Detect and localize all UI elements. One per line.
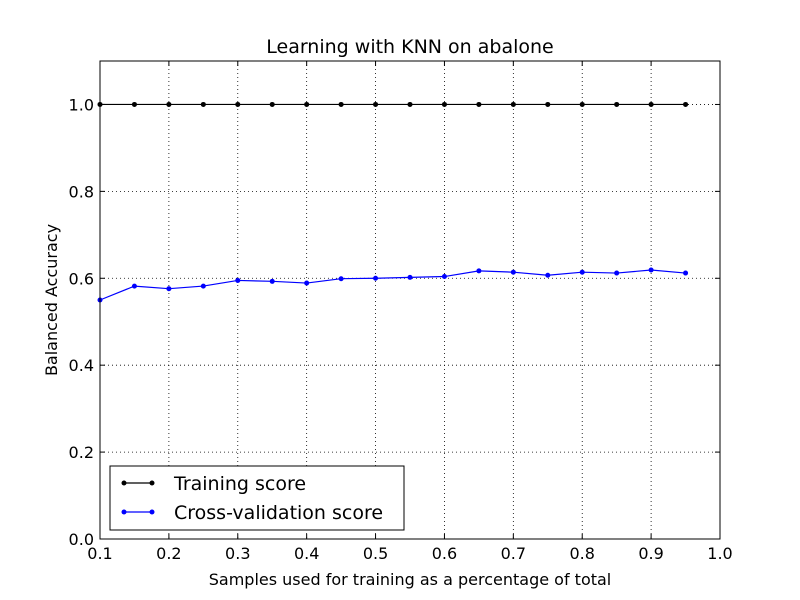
y-tick-label: 0.4 [69, 356, 94, 375]
y-tick-label: 0.2 [69, 443, 94, 462]
data-point [648, 267, 654, 273]
legend-marker [121, 509, 127, 515]
data-point [683, 101, 689, 107]
legend-marker [121, 480, 127, 486]
data-point [614, 270, 620, 276]
legend-label-0: Training score [173, 473, 306, 495]
data-point [510, 269, 516, 275]
data-point [545, 272, 551, 278]
chart-title: Learning with KNN on abalone [266, 36, 554, 58]
data-point [579, 101, 585, 107]
data-point [166, 286, 172, 292]
x-axis-label: Samples used for training as a percentag… [209, 570, 612, 589]
y-tick-label: 0.6 [69, 269, 94, 288]
data-point [476, 268, 482, 274]
x-tick-label: 0.6 [432, 544, 457, 563]
data-point [373, 101, 379, 107]
x-tick-label: 0.9 [638, 544, 663, 563]
x-tick-label: 0.4 [294, 544, 319, 563]
data-point [338, 276, 344, 282]
x-tick-label: 0.7 [501, 544, 526, 563]
plot-frame [99, 60, 721, 540]
series-line-1 [99, 269, 686, 301]
data-point [441, 101, 447, 107]
data-point [373, 275, 379, 281]
data-point [407, 274, 413, 280]
x-tick-label: 0.8 [569, 544, 594, 563]
x-tick-label: 0.3 [225, 544, 250, 563]
y-tick-label: 0.8 [69, 182, 94, 201]
x-tick-label: 0.5 [363, 544, 388, 563]
data-point [304, 101, 310, 107]
data-point [131, 283, 137, 289]
data-point [407, 101, 413, 107]
legend: Training score Cross-validation score [109, 465, 405, 531]
legend-marker [149, 509, 155, 515]
y-axis-label: Balanced Accuracy [42, 224, 61, 376]
legend-box [109, 465, 405, 531]
series-layer [97, 101, 689, 303]
data-point [614, 101, 620, 107]
data-point [510, 101, 516, 107]
legend-marker [149, 480, 155, 486]
y-tick-label: 1.0 [69, 95, 94, 114]
data-point [269, 278, 275, 284]
x-tick-label: 0.1 [87, 544, 112, 563]
data-point [545, 101, 551, 107]
y-tick-label: 0.0 [69, 530, 94, 549]
x-tick-label: 1.0 [707, 544, 732, 563]
x-tick-label: 0.2 [156, 544, 181, 563]
data-point [441, 274, 447, 280]
axis-ticks: 0.1 0.2 0.3 0.4 0.5 0.6 0.7 0.8 0.9 1.0 0.0 0.2 0.4 0… [69, 61, 733, 563]
data-point [648, 101, 654, 107]
data-point [235, 101, 241, 107]
data-point [200, 283, 206, 289]
data-point [166, 101, 172, 107]
data-point [235, 277, 241, 283]
data-point [200, 101, 206, 107]
data-point [476, 101, 482, 107]
legend-label-1: Cross-validation score [174, 502, 383, 524]
data-point [304, 280, 310, 286]
data-point [131, 101, 137, 107]
data-point [579, 269, 585, 275]
data-point [683, 270, 689, 276]
data-point [269, 101, 275, 107]
data-point [338, 101, 344, 107]
